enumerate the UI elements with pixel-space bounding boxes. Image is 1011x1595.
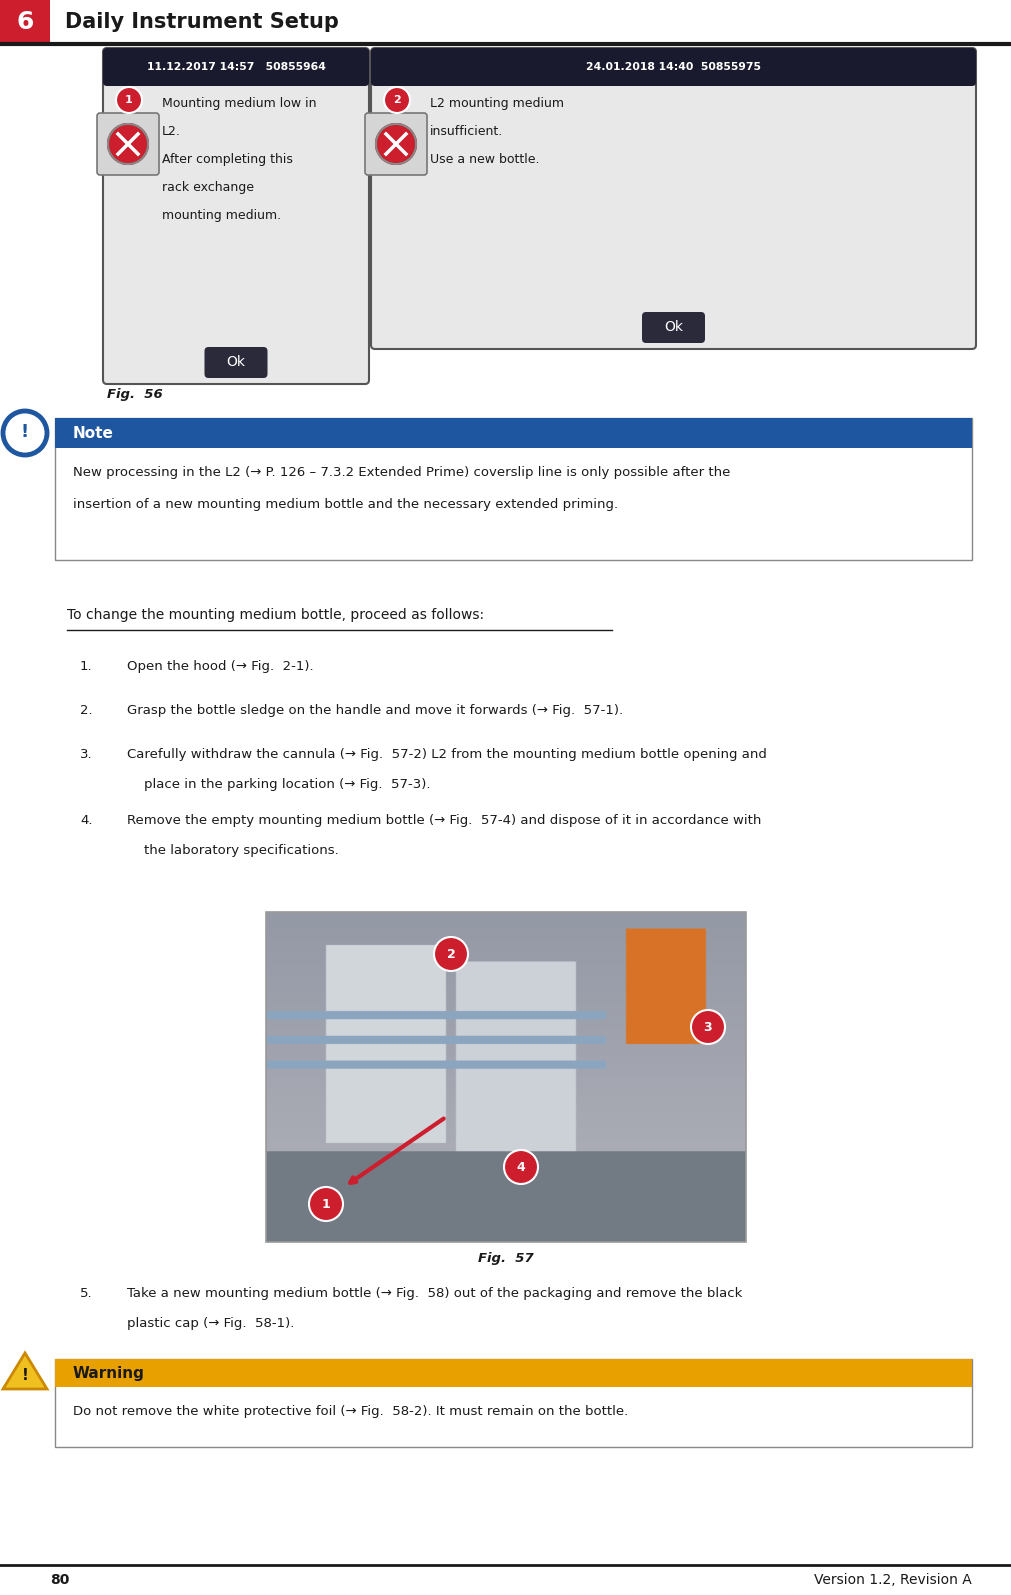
Circle shape	[308, 1187, 343, 1222]
Text: plastic cap (→ Fig.  58-1).: plastic cap (→ Fig. 58-1).	[126, 1317, 294, 1330]
Text: Warning: Warning	[73, 1365, 145, 1381]
Text: 11.12.2017 14:57   50855964: 11.12.2017 14:57 50855964	[147, 62, 326, 72]
Text: Fig.  57: Fig. 57	[477, 1252, 534, 1265]
Circle shape	[108, 124, 148, 164]
Text: 80: 80	[50, 1573, 70, 1587]
Text: Version 1.2, Revision A: Version 1.2, Revision A	[814, 1573, 971, 1587]
Text: Open the hood (→ Fig.  2-1).: Open the hood (→ Fig. 2-1).	[126, 660, 313, 673]
Text: insufficient.: insufficient.	[430, 124, 502, 139]
Text: Carefully withdraw the cannula (→ Fig.  57-2) L2 from the mounting medium bottle: Carefully withdraw the cannula (→ Fig. 5…	[126, 748, 766, 761]
Text: Ok: Ok	[226, 356, 246, 370]
Text: 2: 2	[392, 96, 400, 105]
Circle shape	[376, 124, 416, 164]
Text: Ok: Ok	[663, 321, 682, 335]
Text: Take a new mounting medium bottle (→ Fig.  58) out of the packaging and remove t: Take a new mounting medium bottle (→ Fig…	[126, 1287, 742, 1300]
Text: mounting medium.: mounting medium.	[162, 209, 281, 222]
Text: After completing this: After completing this	[162, 153, 292, 166]
Bar	[55, 418, 971, 448]
Text: 5.: 5.	[80, 1287, 93, 1300]
FancyBboxPatch shape	[365, 113, 427, 175]
FancyBboxPatch shape	[371, 48, 975, 86]
Text: L2.: L2.	[162, 124, 181, 139]
FancyBboxPatch shape	[103, 48, 369, 384]
Text: Grasp the bottle sledge on the handle and move it forwards (→ Fig.  57-1).: Grasp the bottle sledge on the handle an…	[126, 703, 623, 718]
Bar	[375, 67, 971, 81]
Text: !: !	[21, 1367, 28, 1383]
Circle shape	[691, 1010, 724, 1045]
Circle shape	[3, 412, 47, 455]
Text: the laboratory specifications.: the laboratory specifications.	[126, 844, 339, 857]
Circle shape	[116, 88, 142, 113]
Text: place in the parking location (→ Fig.  57-3).: place in the parking location (→ Fig. 57…	[126, 778, 430, 791]
Text: 1: 1	[321, 1198, 330, 1211]
Text: 1.: 1.	[80, 660, 93, 673]
Text: Daily Instrument Setup: Daily Instrument Setup	[65, 13, 339, 32]
Text: 4: 4	[516, 1161, 525, 1174]
Text: Note: Note	[73, 426, 114, 440]
FancyBboxPatch shape	[371, 48, 975, 349]
FancyBboxPatch shape	[97, 113, 159, 175]
Text: 2: 2	[446, 947, 455, 960]
Text: 4.: 4.	[80, 813, 92, 826]
Text: Remove the empty mounting medium bottle (→ Fig.  57-4) and dispose of it in acco: Remove the empty mounting medium bottle …	[126, 813, 760, 826]
Bar	[107, 67, 365, 81]
Bar	[0, 0, 50, 45]
Text: 24.01.2018 14:40  50855975: 24.01.2018 14:40 50855975	[585, 62, 760, 72]
Polygon shape	[3, 1353, 47, 1389]
Circle shape	[503, 1150, 538, 1183]
Text: Use a new bottle.: Use a new bottle.	[430, 153, 539, 166]
Text: insertion of a new mounting medium bottle and the necessary extended priming.: insertion of a new mounting medium bottl…	[73, 498, 618, 510]
Text: 1: 1	[125, 96, 132, 105]
FancyBboxPatch shape	[103, 48, 369, 86]
Bar	[55, 1359, 971, 1388]
Text: 2.: 2.	[80, 703, 93, 718]
Text: L2 mounting medium: L2 mounting medium	[430, 97, 563, 110]
Text: 3.: 3.	[80, 748, 93, 761]
FancyBboxPatch shape	[641, 313, 705, 343]
FancyBboxPatch shape	[204, 348, 267, 378]
Text: Mounting medium low in: Mounting medium low in	[162, 97, 316, 110]
Text: Fig.  56: Fig. 56	[107, 388, 163, 400]
Bar	[55, 418, 971, 560]
Circle shape	[434, 936, 467, 971]
Text: Do not remove the white protective foil (→ Fig.  58-2). It must remain on the bo: Do not remove the white protective foil …	[73, 1405, 628, 1418]
Text: 6: 6	[16, 10, 33, 33]
Text: 3: 3	[703, 1021, 712, 1034]
Bar	[266, 912, 745, 1243]
Text: To change the mounting medium bottle, proceed as follows:: To change the mounting medium bottle, pr…	[67, 608, 483, 622]
Circle shape	[383, 88, 409, 113]
Bar	[55, 1359, 971, 1447]
Text: !: !	[21, 423, 29, 440]
Text: rack exchange: rack exchange	[162, 180, 254, 195]
Text: New processing in the L2 (→ P. 126 – 7.3.2 Extended Prime) coverslip line is onl: New processing in the L2 (→ P. 126 – 7.3…	[73, 466, 730, 478]
